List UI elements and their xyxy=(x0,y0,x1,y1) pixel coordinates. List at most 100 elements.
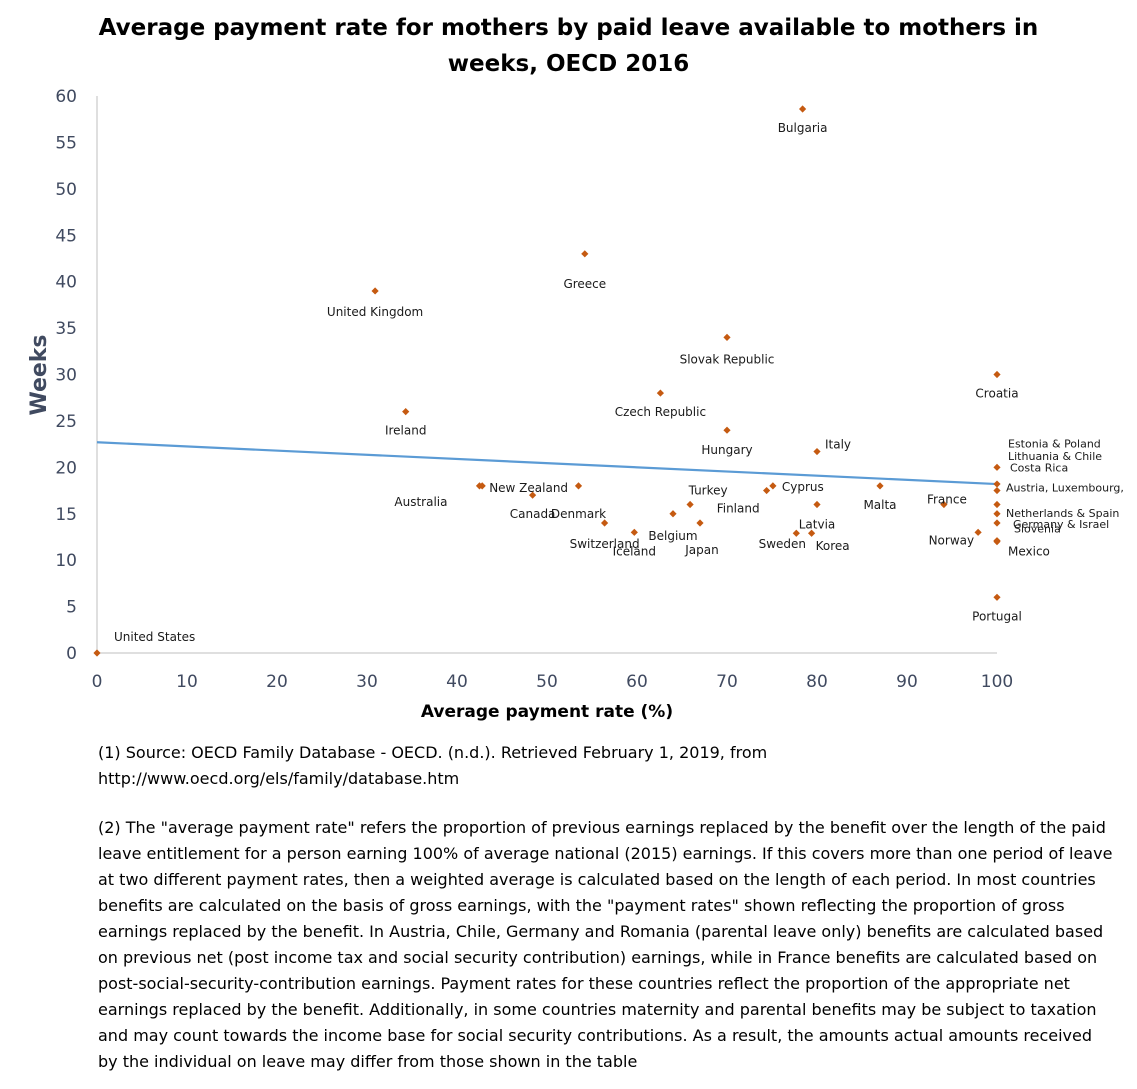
data-point xyxy=(940,500,948,509)
data-label: Netherlands & Spain xyxy=(1006,507,1119,520)
data-label: Mexico xyxy=(1008,545,1050,559)
y-tick-label: 10 xyxy=(55,551,77,571)
data-point xyxy=(529,491,537,499)
data-point xyxy=(723,333,731,341)
data-label: Czech Republic xyxy=(615,405,706,419)
data-label: Australia xyxy=(394,495,447,509)
data-point xyxy=(993,510,1001,518)
data-point xyxy=(769,482,777,490)
trendline xyxy=(96,441,998,486)
data-label: Denmark xyxy=(551,507,606,521)
x-tick-label: 40 xyxy=(446,672,468,692)
data-point xyxy=(993,593,1001,601)
y-tick-label: 20 xyxy=(55,458,77,478)
data-label: Croatia xyxy=(975,387,1018,401)
definition-note: (2) The "average payment rate" refers th… xyxy=(98,815,1128,1075)
data-point xyxy=(601,519,609,527)
data-label: Austria, Luxembourg, xyxy=(1006,481,1124,494)
data-point xyxy=(669,510,677,518)
definition-note-line-7: post-social-security-contribution earnin… xyxy=(98,974,1070,993)
data-point xyxy=(993,480,1001,488)
y-tick-label: 0 xyxy=(66,644,77,664)
data-point xyxy=(813,500,821,509)
y-tick-label: 5 xyxy=(66,598,77,618)
y-tick-label: 60 xyxy=(55,87,77,107)
data-point xyxy=(93,649,101,657)
data-point xyxy=(799,105,807,113)
data-point xyxy=(993,370,1001,379)
x-tick-label: 80 xyxy=(806,672,828,692)
chart-title: Average payment rate for mothers by paid… xyxy=(60,10,1077,82)
data-point xyxy=(696,519,704,527)
x-tick-label: 10 xyxy=(176,672,198,692)
definition-note-line-1: (2) The "average payment rate" refers th… xyxy=(98,818,1106,837)
definition-note-line-10: by the individual on leave may differ fr… xyxy=(98,1052,638,1071)
data-label: Lithuania & Chile xyxy=(1008,450,1102,463)
source-note: (1) Source: OECD Family Database - OECD.… xyxy=(98,740,1128,792)
data-label: Estonia & Poland xyxy=(1008,437,1101,450)
definition-note-line-3: at two different payment rates, then a w… xyxy=(98,870,1096,889)
data-label: Turkey xyxy=(688,483,728,497)
data-label: Slovak Republic xyxy=(680,352,775,366)
y-tick-label: 25 xyxy=(55,412,77,432)
data-label: Bulgaria xyxy=(778,121,828,135)
y-tick-label: 30 xyxy=(55,366,77,386)
data-point xyxy=(478,482,486,490)
data-label: Cyprus xyxy=(782,480,824,494)
y-tick-label: 40 xyxy=(55,273,77,293)
y-axis-title: Weeks xyxy=(27,334,52,415)
x-tick-label: 100 xyxy=(981,672,1013,692)
data-label: Belgium xyxy=(648,529,697,543)
source-note-line-1: (1) Source: OECD Family Database - OECD.… xyxy=(98,743,768,762)
data-label: New Zealand xyxy=(489,481,568,495)
x-tick-label: 70 xyxy=(716,672,738,692)
data-label: France xyxy=(927,492,967,506)
data-point xyxy=(574,482,583,490)
x-tick-label: 60 xyxy=(626,672,648,692)
y-tick-label: 35 xyxy=(55,319,77,339)
x-tick-label: 50 xyxy=(536,672,558,692)
definition-note-line-5: earnings replaced by the benefit. In Aus… xyxy=(98,922,1104,941)
data-label: Latvia xyxy=(799,517,836,531)
y-tick-label: 50 xyxy=(55,180,77,200)
data-label: Canada xyxy=(510,507,556,521)
data-point xyxy=(656,389,664,397)
y-tick-label: 45 xyxy=(55,226,77,246)
x-tick-label: 30 xyxy=(356,672,378,692)
data-label: Costa Rica xyxy=(1010,462,1068,475)
definition-note-line-6: on previous net (post income tax and soc… xyxy=(98,948,1098,967)
data-point xyxy=(371,287,379,295)
data-label: Sweden xyxy=(759,537,806,551)
data-point xyxy=(974,528,982,536)
data-point xyxy=(581,250,589,258)
data-label: Germany & Israel xyxy=(1013,518,1109,531)
data-point xyxy=(402,408,410,416)
data-label: United Kingdom xyxy=(327,305,423,319)
scatter-plot: 0 5 10 15 20 25 30 35 40 45 50 55 60 0 10 20 30 40 50 60 70 8… xyxy=(27,87,1124,722)
data-label: Portugal xyxy=(972,609,1022,623)
data-label: Iceland xyxy=(613,544,656,558)
x-axis-title: Average payment rate (%) xyxy=(421,702,673,722)
data-point xyxy=(723,426,731,434)
source-note-line-2: http://www.oecd.org/els/family/database.… xyxy=(98,769,460,788)
data-label: United States xyxy=(114,630,195,644)
data-point xyxy=(808,529,816,537)
data-point xyxy=(993,537,1001,545)
data-point xyxy=(993,519,1001,527)
data-label: Ireland xyxy=(385,424,427,438)
y-tick-label: 15 xyxy=(55,505,77,525)
data-point xyxy=(993,500,1001,509)
chart-area: Average payment rate for mothers by paid… xyxy=(27,10,1124,722)
x-tick-label: 0 xyxy=(92,672,103,692)
definition-note-line-8: earnings replaced by the benefit. Additi… xyxy=(98,1000,1097,1019)
chart-title-line-2: weeks, OECD 2016 xyxy=(447,51,690,77)
data-label: Malta xyxy=(863,498,896,512)
data-point xyxy=(993,486,1001,495)
data-point xyxy=(763,486,771,495)
data-label: Greece xyxy=(563,277,606,291)
data-point xyxy=(876,482,884,490)
data-point xyxy=(813,447,821,456)
x-tick-label: 90 xyxy=(896,672,918,692)
data-label: Italy xyxy=(825,438,851,452)
data-point xyxy=(792,529,800,537)
